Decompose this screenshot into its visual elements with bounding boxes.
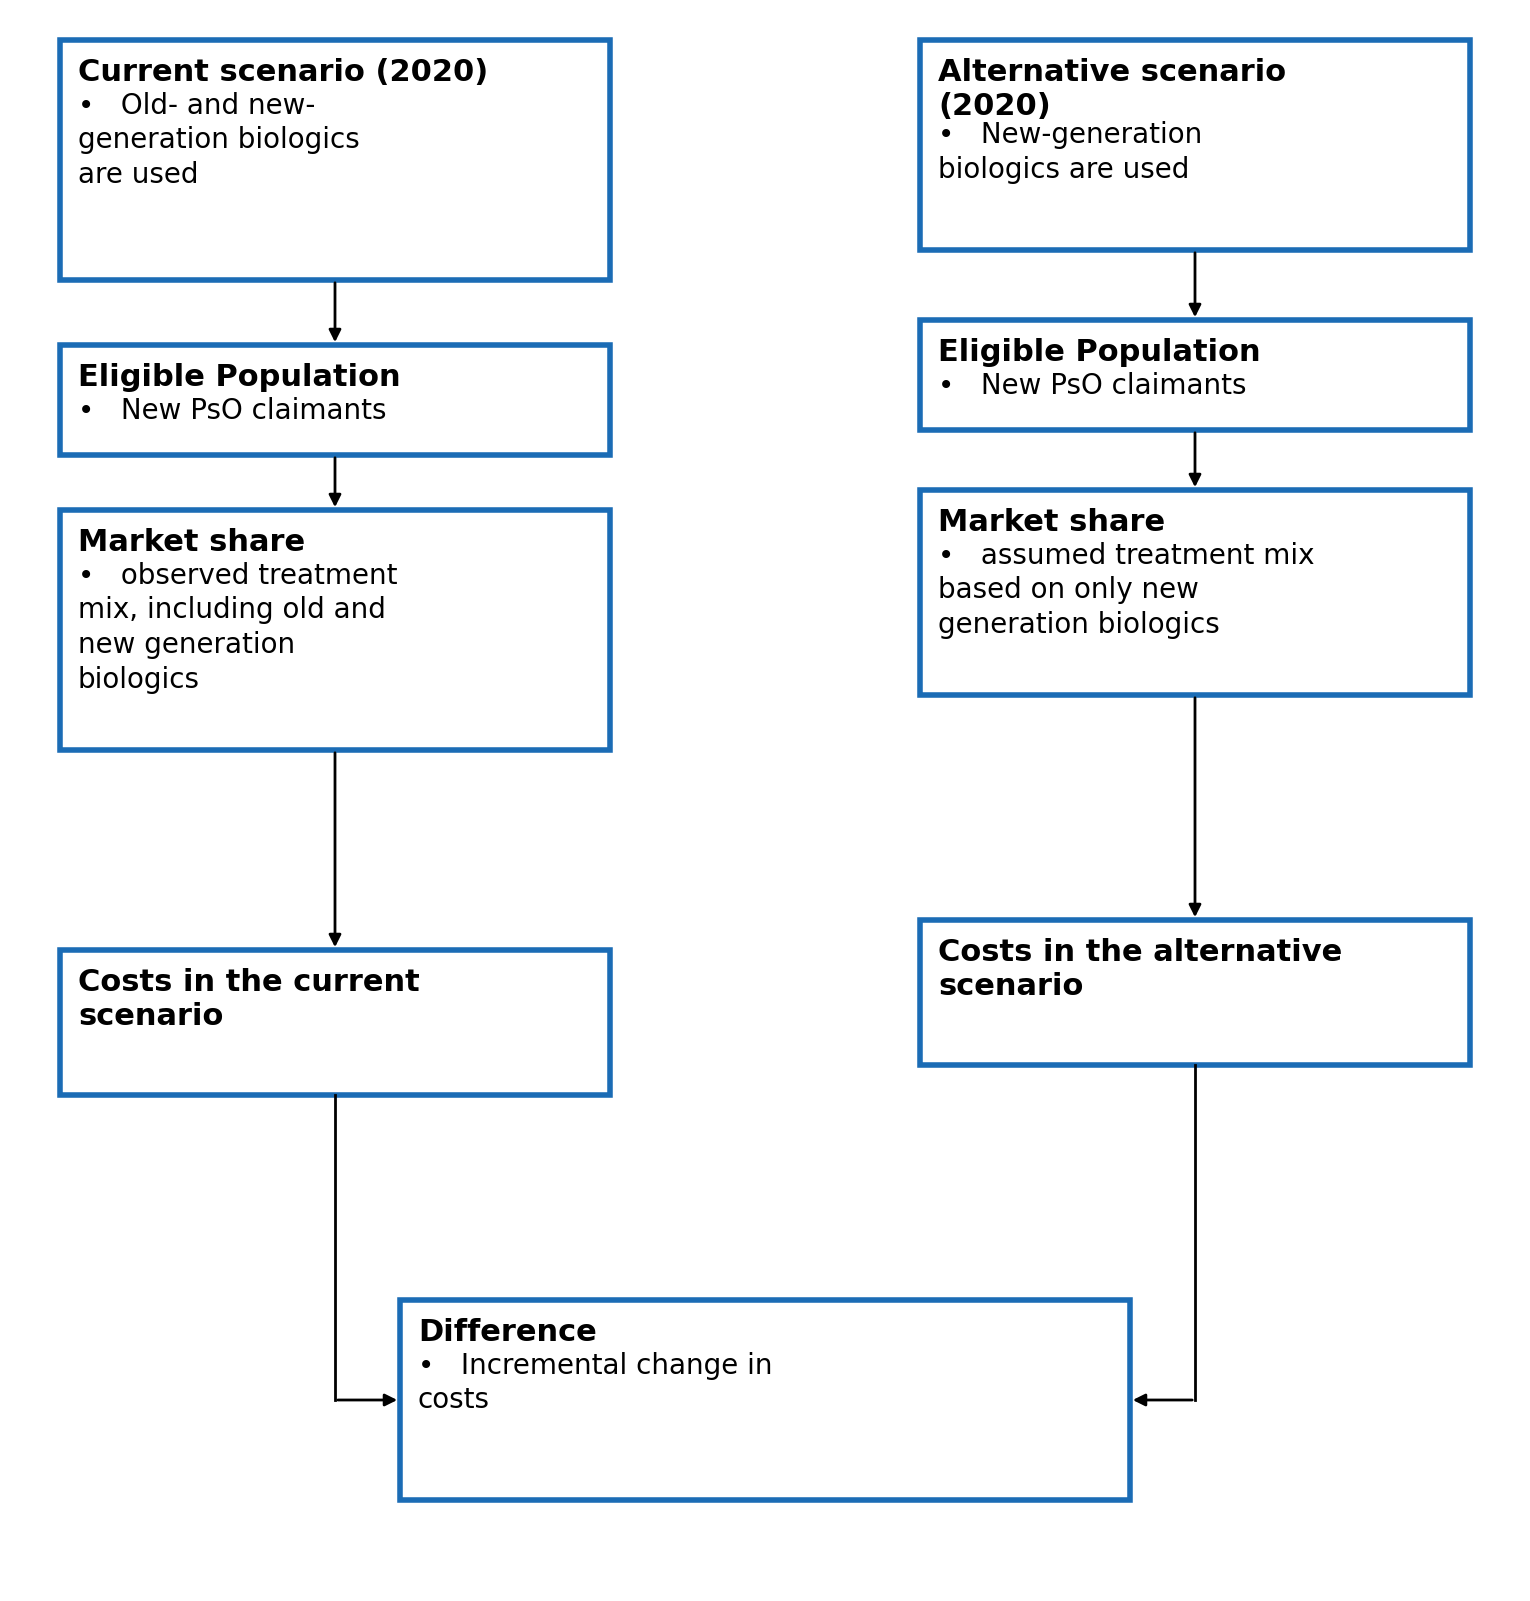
Bar <box>60 344 610 455</box>
Text: Costs in the current
scenario: Costs in the current scenario <box>78 969 419 1031</box>
Bar <box>920 490 1470 695</box>
Bar <box>920 320 1470 431</box>
Text: •   New PsO claimants: • New PsO claimants <box>78 397 387 424</box>
Text: •   observed treatment
mix, including old and
new generation
biologics: • observed treatment mix, including old … <box>78 562 398 693</box>
Bar <box>920 921 1470 1065</box>
Text: Eligible Population: Eligible Population <box>938 338 1261 367</box>
Bar <box>399 1300 1131 1500</box>
Text: Current scenario (2020): Current scenario (2020) <box>78 58 488 86</box>
Text: •   New-generation
biologics are used: • New-generation biologics are used <box>938 122 1203 184</box>
Text: Costs in the alternative
scenario: Costs in the alternative scenario <box>938 938 1342 1001</box>
Bar <box>60 511 610 749</box>
Text: Alternative scenario
(2020): Alternative scenario (2020) <box>938 58 1287 120</box>
Bar <box>60 40 610 280</box>
Text: Market share: Market share <box>78 528 304 557</box>
Text: •   Old- and new-
generation biologics
are used: • Old- and new- generation biologics are… <box>78 91 360 189</box>
Text: Difference: Difference <box>418 1318 597 1346</box>
Text: Eligible Population: Eligible Population <box>78 363 401 392</box>
Bar <box>920 40 1470 250</box>
Text: •   New PsO claimants: • New PsO claimants <box>938 371 1247 400</box>
Text: Market share: Market share <box>938 508 1166 536</box>
Text: •   Incremental change in
costs: • Incremental change in costs <box>418 1351 773 1414</box>
Text: •   assumed treatment mix
based on only new
generation biologics: • assumed treatment mix based on only ne… <box>938 541 1314 639</box>
Bar <box>60 949 610 1095</box>
